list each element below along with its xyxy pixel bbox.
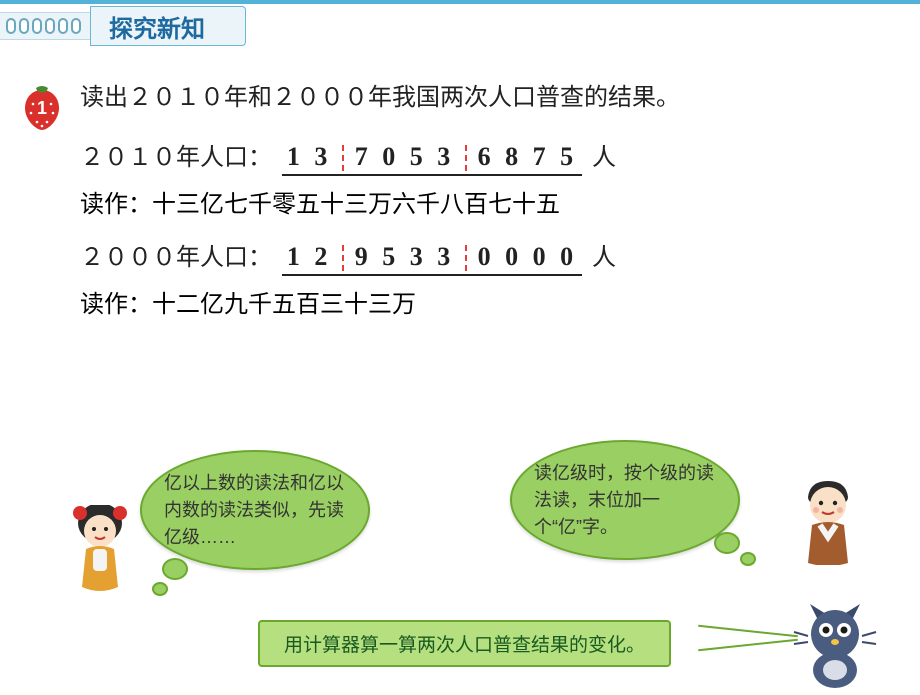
pop-2010-unit: 人 — [592, 137, 616, 172]
section-title: 探究新知 — [90, 6, 246, 46]
pop-2000-reading: 读作：十二亿九千五百三十三万 — [80, 284, 860, 319]
strawberry-marker: 1 — [22, 86, 62, 132]
content-area: 1 读出２０１０年和２０００年我国两次人口普查的结果。 ２０１０年人口： 1 3… — [0, 48, 920, 319]
notebook-spiral — [0, 12, 91, 40]
pop-2010-value: 1 3 7 0 5 3 6 8 7 5 — [282, 142, 582, 176]
header-row: 探究新知 — [0, 4, 920, 48]
speech-bubble-left: 亿以上数的读法和亿以内数的读法类似，先读亿级…… — [140, 450, 370, 570]
marker-number: 1 — [22, 98, 62, 119]
pop-2010-reading: 读作：十三亿七千零五十三万六千八百七十五 — [80, 184, 860, 219]
pop-2010-label: ２０１０年人口： — [80, 137, 272, 172]
pop-2010-row: ２０１０年人口： 1 3 7 0 5 3 6 8 7 5 人 — [80, 137, 860, 176]
pop-2000-row: ２０００年人口： 1 2 9 5 3 3 0 0 0 0 人 — [80, 237, 860, 276]
speech-bubble-right: 读亿级时，按个级的读法读，末位加一个“亿”字。 — [510, 440, 740, 560]
girl-icon — [60, 505, 140, 600]
boy-icon — [790, 475, 866, 570]
pop-2000-label: ２０００年人口： — [80, 237, 272, 272]
pop-2000-unit: 人 — [592, 237, 616, 272]
pop-2000-value: 1 2 9 5 3 3 0 0 0 0 — [282, 242, 582, 276]
bubble-right-text: 读亿级时，按个级的读法读，末位加一个“亿”字。 — [534, 460, 716, 541]
bottom-callout: 用计算器算一算两次人口普查结果的变化。 — [258, 620, 671, 667]
cat-icon — [790, 600, 880, 695]
bubble-left-text: 亿以上数的读法和亿以内数的读法类似，先读亿级…… — [164, 470, 346, 551]
intro-text: 读出２０１０年和２０００年我国两次人口普查的结果。 — [80, 78, 860, 119]
